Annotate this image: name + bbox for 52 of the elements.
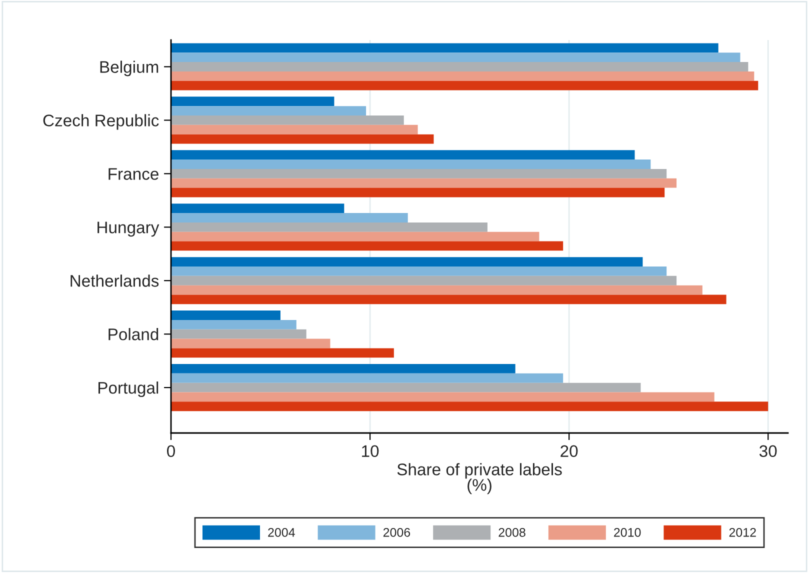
bar <box>171 329 306 339</box>
legend-label: 2006 <box>383 528 410 537</box>
legend-label: 2004 <box>268 528 295 537</box>
bar <box>171 402 768 412</box>
x-axis-title: Share of private labels (%) <box>397 463 562 494</box>
legend-label: 2008 <box>498 528 526 537</box>
bar <box>171 124 418 134</box>
bar <box>171 285 702 295</box>
bar <box>171 373 564 383</box>
bar <box>171 116 404 125</box>
bar <box>171 43 718 53</box>
y-tick-label: France <box>108 168 158 180</box>
y-tick-label: Netherlands <box>70 274 159 287</box>
bar <box>171 96 334 106</box>
y-tick-label: Belgium <box>100 60 158 76</box>
bar <box>171 222 488 232</box>
bar <box>171 178 677 188</box>
legend-label: 2010 <box>614 528 641 537</box>
y-tick-label: Hungary <box>98 222 160 237</box>
bar <box>171 266 667 276</box>
bar <box>171 106 366 116</box>
bar <box>171 213 408 222</box>
x-tick-label: 0 <box>167 445 175 458</box>
bar <box>171 338 330 348</box>
bar <box>171 382 641 392</box>
bar <box>171 348 394 358</box>
bar <box>171 134 434 144</box>
y-tick-label: Poland <box>108 328 158 340</box>
legend-label: 2012 <box>729 528 756 537</box>
bar <box>171 392 714 402</box>
bar <box>171 241 564 251</box>
bar <box>171 80 758 90</box>
bar <box>171 232 540 242</box>
x-tick-label: 10 <box>362 445 379 458</box>
bar <box>171 168 667 178</box>
bar <box>171 257 643 266</box>
bar <box>171 62 748 72</box>
bar <box>171 188 665 198</box>
bar <box>171 71 754 81</box>
y-tick-label: Portugal <box>98 382 158 398</box>
bar <box>171 320 296 330</box>
bar <box>171 310 280 320</box>
bar <box>171 52 740 62</box>
bar <box>171 294 726 304</box>
x-tick-label: 30 <box>759 445 777 458</box>
bar <box>171 150 635 160</box>
x-tick-label: 20 <box>560 445 578 458</box>
bar <box>171 364 516 374</box>
bar <box>171 160 651 169</box>
bar <box>171 204 344 214</box>
y-tick-label: Czech Republic <box>43 114 159 130</box>
bar <box>171 276 677 286</box>
